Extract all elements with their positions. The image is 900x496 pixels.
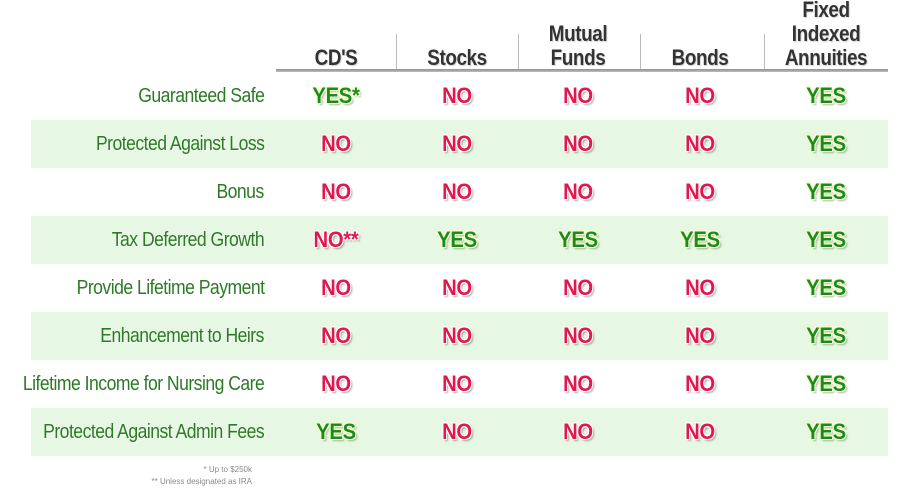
column-divider [518,34,519,70]
cell-value: YES [806,371,846,396]
cell-value: NO [685,419,715,444]
column-header-stocks: Stocks [405,6,508,70]
cell-value: NO [321,131,351,156]
column-header-cds: CD'S [284,6,387,70]
cell-value: NO [563,131,593,156]
cell-value: YES [316,419,356,444]
row-band [31,312,888,360]
row-band [31,216,888,264]
column-divider [640,34,641,70]
column-header-label: Fixed Indexed Annuities [784,0,868,70]
column-header-mutual-funds: Mutual Funds [526,6,629,70]
cell-value: NO [442,83,472,108]
row-band [31,120,888,168]
cell-value: NO [685,131,715,156]
row-label: Protected Against Admin Fees [42,420,265,443]
cell-value: YES [806,227,846,252]
row-label: Bonus [216,180,265,203]
cell-value: YES [806,131,846,156]
cell-value: YES [558,227,598,252]
table-row: Protected Against Loss NO NO NO NO YES [0,120,888,168]
cell-value: NO [442,131,472,156]
row-label: Enhancement to Heirs [100,324,264,347]
cell-value: NO [685,179,715,204]
cell-value: YES [806,179,846,204]
column-header-label: CD'S [314,45,358,70]
cell-value: NO [442,179,472,204]
cell-value: NO [563,371,593,396]
footnote-up-to-250k: * Up to $250k [203,465,252,474]
cell-value: NO [442,275,472,300]
cell-value: NO [685,323,715,348]
cell-value: YES [806,419,846,444]
cell-value: NO [563,419,593,444]
table-row: Tax Deferred Growth NO** YES YES YES YES [0,216,888,264]
table-row: Enhancement to Heirs NO NO NO NO YES [0,312,888,360]
cell-value: NO [321,275,351,300]
table-row: Provide Lifetime Payment NO NO NO NO YES [0,264,888,312]
table-row: Lifetime Income for Nursing Care NO NO N… [0,360,888,408]
cell-value: YES [806,323,846,348]
header-rule [276,69,888,72]
cell-value: YES [437,227,477,252]
table-row: Guaranteed Safe YES* NO NO NO YES [0,72,888,120]
cell-value: YES* [312,83,360,108]
cell-value: NO [563,179,593,204]
cell-value: NO [685,275,715,300]
row-label: Lifetime Income for Nursing Care [22,372,265,395]
table-row: Protected Against Admin Fees YES NO NO N… [0,408,888,456]
cell-value: NO [321,179,351,204]
cell-value: NO [321,323,351,348]
column-header-fixed-indexed-annuities: Fixed Indexed Annuities [774,0,877,70]
cell-value: YES [680,227,720,252]
column-divider [764,34,765,70]
column-header-label: Bonds [671,45,729,70]
cell-value: NO** [313,227,359,252]
column-header-bonds: Bonds [648,6,751,70]
cell-value: NO [442,419,472,444]
cell-value: NO [442,323,472,348]
cell-value: YES [806,83,846,108]
row-label: Tax Deferred Growth [111,228,265,251]
footnote-unless-ira: ** Unless designated as IRA [151,477,253,486]
cell-value: NO [563,323,593,348]
cell-value: YES [806,275,846,300]
column-header-label: Mutual Funds [548,21,608,70]
column-header-label: Stocks [427,45,487,70]
column-divider [396,34,397,70]
row-band [31,408,888,456]
cell-value: NO [442,371,472,396]
row-label: Guaranteed Safe [137,84,265,107]
row-label: Protected Against Loss [95,132,265,155]
cell-value: NO [321,371,351,396]
table-row: Bonus NO NO NO NO YES [0,168,888,216]
cell-value: NO [685,371,715,396]
cell-value: NO [563,83,593,108]
cell-value: NO [563,275,593,300]
cell-value: NO [685,83,715,108]
row-label: Provide Lifetime Payment [76,276,264,299]
